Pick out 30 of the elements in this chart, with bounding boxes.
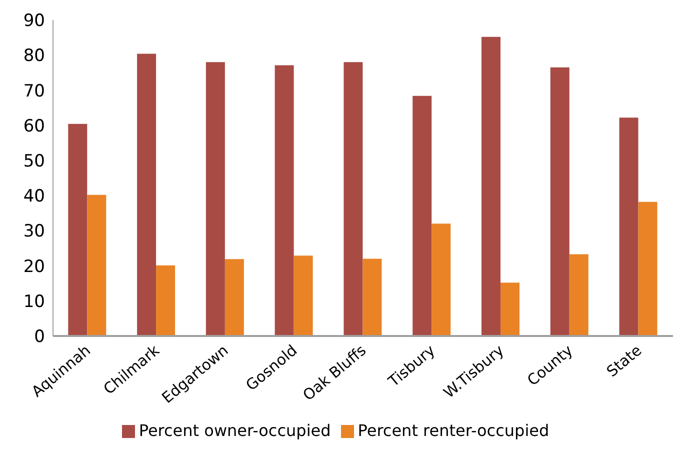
- bar: [68, 124, 88, 336]
- bar: [500, 282, 520, 336]
- y-tick-label: 0: [34, 327, 45, 348]
- legend-label: Percent owner-occupied: [138, 421, 331, 440]
- bar: [481, 36, 500, 336]
- y-tick-label: 90: [23, 11, 45, 32]
- bar: [224, 259, 244, 336]
- y-tick-label: 60: [23, 116, 45, 136]
- bar: [344, 62, 363, 336]
- y-tick-label: 30: [23, 222, 45, 242]
- y-tick-label: 20: [23, 256, 45, 277]
- bar: [87, 194, 106, 336]
- bar: [569, 254, 588, 336]
- bar: [550, 67, 570, 336]
- bar: [619, 118, 638, 336]
- y-tick-label: 40: [23, 186, 45, 207]
- y-tick-label: 10: [23, 292, 45, 312]
- bar: [294, 256, 313, 336]
- bar: [206, 62, 225, 336]
- bar: [274, 65, 294, 336]
- bar: [137, 54, 156, 336]
- y-tick-label: 80: [23, 46, 45, 66]
- bar: [362, 258, 382, 336]
- bar: [412, 96, 432, 336]
- y-tick-label: 50: [23, 151, 45, 172]
- y-tick-label: 70: [23, 81, 45, 102]
- bar: [156, 265, 176, 336]
- legend-label: Percent renter-occupied: [358, 421, 550, 440]
- bar: [638, 202, 658, 336]
- bar: [432, 224, 451, 336]
